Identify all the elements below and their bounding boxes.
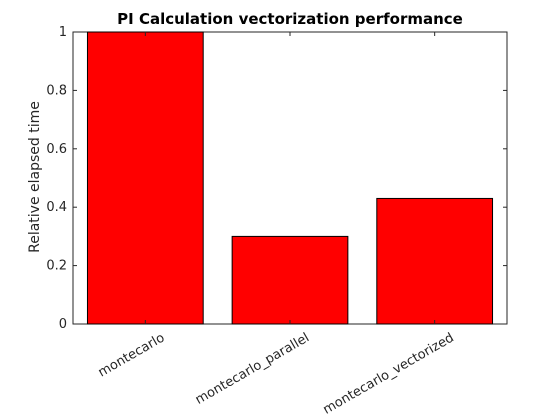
y-tick-label: 0.2: [46, 259, 67, 274]
bar-montecarlo_parallel: [231, 235, 349, 325]
y-tick-label: 1: [59, 25, 67, 40]
y-tick-label: 0.6: [46, 142, 67, 157]
y-tick-label: 0: [59, 317, 67, 332]
bar-montecarlo: [86, 31, 204, 325]
x-tick-label: montecarlo_parallel: [193, 330, 312, 407]
x-tick-label: montecarlo: [96, 330, 168, 380]
y-tick-label: 0.8: [46, 83, 67, 98]
chart-title: PI Calculation vectorization performance: [117, 10, 463, 28]
x-tick-label: montecarlo_vectorized: [321, 330, 457, 417]
bar-montecarlo_vectorized: [376, 197, 494, 325]
y-tick-label: 0.4: [46, 200, 67, 215]
plot-area: montecarlo montecarlo_parallel montecarlo_…: [46, 25, 508, 418]
y-axis-label: Relative elapsed time: [27, 101, 43, 253]
